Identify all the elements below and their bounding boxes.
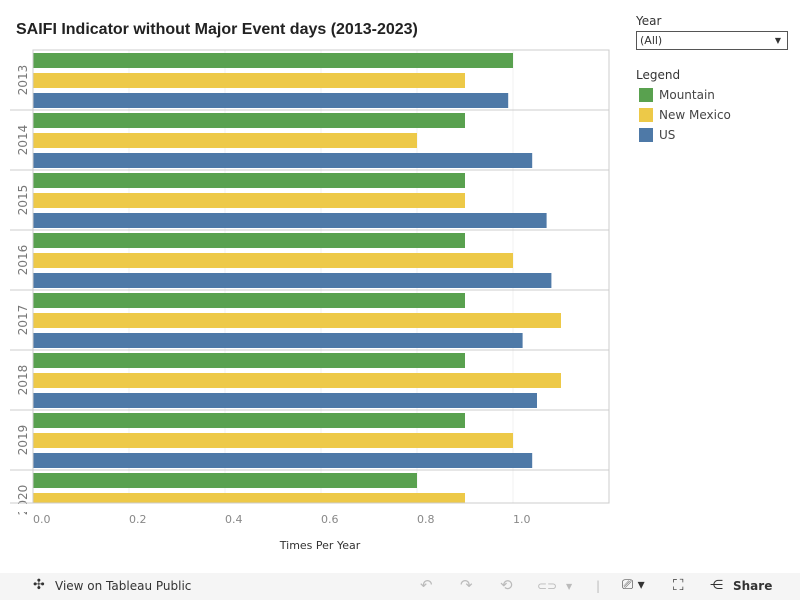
year-label: 2016 xyxy=(16,245,30,276)
tableau-icon: ✣ xyxy=(33,577,45,593)
chevron-down-icon: ▼ xyxy=(774,36,781,45)
bar-mountain[interactable] xyxy=(33,113,465,128)
undo-icon[interactable]: ↶ xyxy=(420,576,433,594)
year-label: 2019 xyxy=(16,425,30,456)
bar-us[interactable] xyxy=(33,273,552,288)
bar-us[interactable] xyxy=(33,453,533,468)
legend-label: Mountain xyxy=(659,88,715,102)
bar-new-mexico[interactable] xyxy=(33,373,561,388)
x-tick-label: 0.0 xyxy=(33,513,51,526)
x-axis-title: Times Per Year xyxy=(279,539,361,552)
x-tick-label: 0.4 xyxy=(225,513,243,526)
bar-new-mexico[interactable] xyxy=(33,193,465,208)
x-tick-label: 0.2 xyxy=(129,513,147,526)
bar-us[interactable] xyxy=(33,153,533,168)
label-mask xyxy=(0,504,33,512)
legend-item[interactable]: New Mexico xyxy=(636,108,788,122)
footer-toolbar: ✣ View on Tableau Public ↶ ↷ ⟲ ⊂⊃ ▼ | ⎚ … xyxy=(0,573,800,600)
legend-item[interactable]: Mountain xyxy=(636,88,788,102)
year-label: 2013 xyxy=(16,65,30,96)
bar-new-mexico[interactable] xyxy=(33,133,417,148)
pause-dropdown-icon[interactable]: ▼ xyxy=(566,582,573,591)
legend-label: US xyxy=(659,128,676,142)
refresh-icon[interactable]: ⊂⊃ xyxy=(537,579,558,593)
legend-item[interactable]: US xyxy=(636,128,788,142)
chart-title: SAIFI Indicator without Major Event days… xyxy=(16,21,418,38)
bar-new-mexico[interactable] xyxy=(33,253,513,268)
legend-label: New Mexico xyxy=(659,108,731,122)
bar-mountain[interactable] xyxy=(33,353,465,368)
year-filter-label: Year xyxy=(636,14,662,28)
year-filter-select[interactable]: (All) ▼ xyxy=(636,31,788,50)
fullscreen-icon[interactable]: ⛶ xyxy=(673,576,684,594)
bar-us[interactable] xyxy=(33,333,523,348)
year-filter-value: (All) xyxy=(640,34,663,47)
bars xyxy=(33,53,561,508)
redo-icon[interactable]: ↷ xyxy=(460,576,473,594)
bar-us[interactable] xyxy=(33,93,509,108)
share-button[interactable]: Share xyxy=(733,579,773,593)
separator: | xyxy=(596,579,601,593)
revert-icon[interactable]: ⟲ xyxy=(500,576,513,594)
view-on-tableau-link[interactable]: View on Tableau Public xyxy=(55,579,192,593)
bar-chart: 0.0 0.2 0.4 0.6 0.8 1.0 2013 2014 2015 2016 2017 20… xyxy=(0,49,610,552)
share-icon[interactable]: ⋲ xyxy=(710,578,723,593)
bar-new-mexico[interactable] xyxy=(33,313,561,328)
legend-swatch xyxy=(639,88,653,102)
bar-new-mexico[interactable] xyxy=(33,433,513,448)
year-label: 2014 xyxy=(16,125,30,156)
download-icon[interactable]: ⎚ ▾ xyxy=(622,577,645,593)
bar-mountain[interactable] xyxy=(33,173,465,188)
x-tick-label: 0.8 xyxy=(417,513,435,526)
legend-swatch xyxy=(639,108,653,122)
bar-mountain[interactable] xyxy=(33,293,465,308)
bar-us[interactable] xyxy=(33,213,547,228)
x-tick-label: 0.6 xyxy=(321,513,339,526)
bar-new-mexico[interactable] xyxy=(33,73,465,88)
bar-new-mexico[interactable] xyxy=(33,493,465,508)
bar-mountain[interactable] xyxy=(33,53,513,68)
legend-swatch xyxy=(639,128,653,142)
bar-mountain[interactable] xyxy=(33,413,465,428)
bar-mountain[interactable] xyxy=(33,473,417,488)
plot-border xyxy=(32,49,610,504)
x-tick-label: 1.0 xyxy=(513,513,531,526)
year-label: 2015 xyxy=(16,185,30,216)
bar-us[interactable] xyxy=(33,393,537,408)
year-label: 2017 xyxy=(16,305,30,336)
bar-mountain[interactable] xyxy=(33,233,465,248)
year-label: 2018 xyxy=(16,365,30,396)
legend-title: Legend xyxy=(636,68,681,82)
